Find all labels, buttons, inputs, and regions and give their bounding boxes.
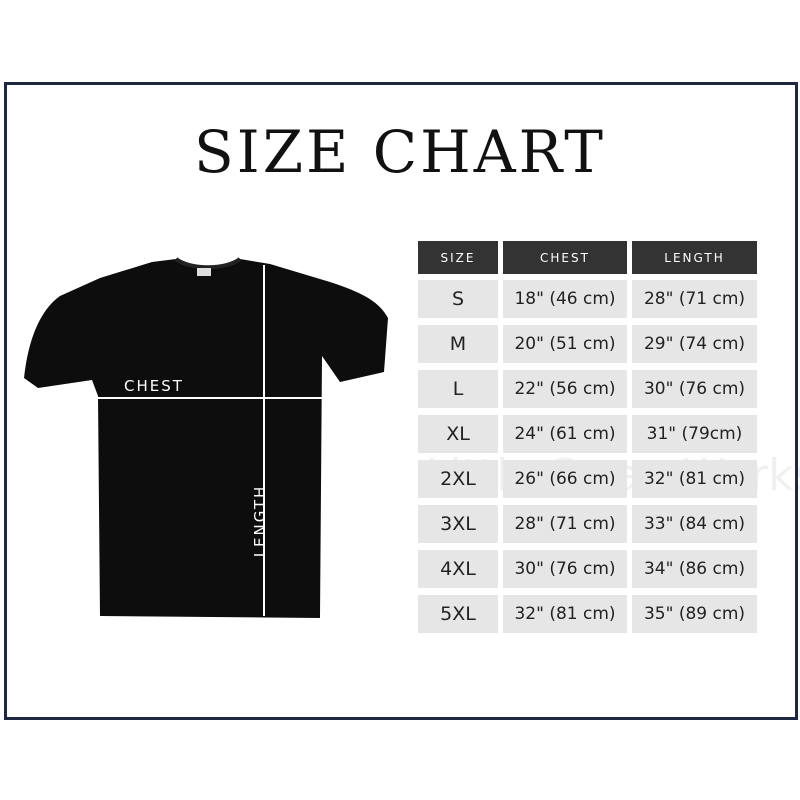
cell-length: 29" (74 cm) [632, 325, 757, 363]
cell-size: 4XL [418, 550, 498, 588]
cell-chest: 28" (71 cm) [503, 505, 627, 543]
cell-size: S [418, 280, 498, 318]
cell-length: 28" (71 cm) [632, 280, 757, 318]
cell-chest: 32" (81 cm) [503, 595, 627, 633]
cell-size: 3XL [418, 505, 498, 543]
cell-length: 30" (76 cm) [632, 370, 757, 408]
cell-size: XL [418, 415, 498, 453]
cell-chest: 24" (61 cm) [503, 415, 627, 453]
cell-length: 31" (79cm) [632, 415, 757, 453]
cell-length: 32" (81 cm) [632, 460, 757, 498]
cell-length: 35" (89 cm) [632, 595, 757, 633]
tag [197, 268, 211, 276]
cell-length: 34" (86 cm) [632, 550, 757, 588]
cell-chest: 22" (56 cm) [503, 370, 627, 408]
header-length: LENGTH [632, 241, 757, 274]
length-label: LENGTH [251, 484, 269, 558]
tshirt-shape [24, 259, 388, 618]
header-chest: CHEST [503, 241, 627, 274]
cell-length: 33" (84 cm) [632, 505, 757, 543]
cell-size: 2XL [418, 460, 498, 498]
header-size: SIZE [418, 241, 498, 274]
cell-chest: 20" (51 cm) [503, 325, 627, 363]
cell-chest: 26" (66 cm) [503, 460, 627, 498]
cell-chest: 30" (76 cm) [503, 550, 627, 588]
cell-size: L [418, 370, 498, 408]
chest-label: CHEST [124, 377, 184, 395]
cell-size: 5XL [418, 595, 498, 633]
cell-size: M [418, 325, 498, 363]
page-title: SIZE CHART [194, 118, 606, 186]
cell-chest: 18" (46 cm) [503, 280, 627, 318]
collar [174, 257, 242, 270]
